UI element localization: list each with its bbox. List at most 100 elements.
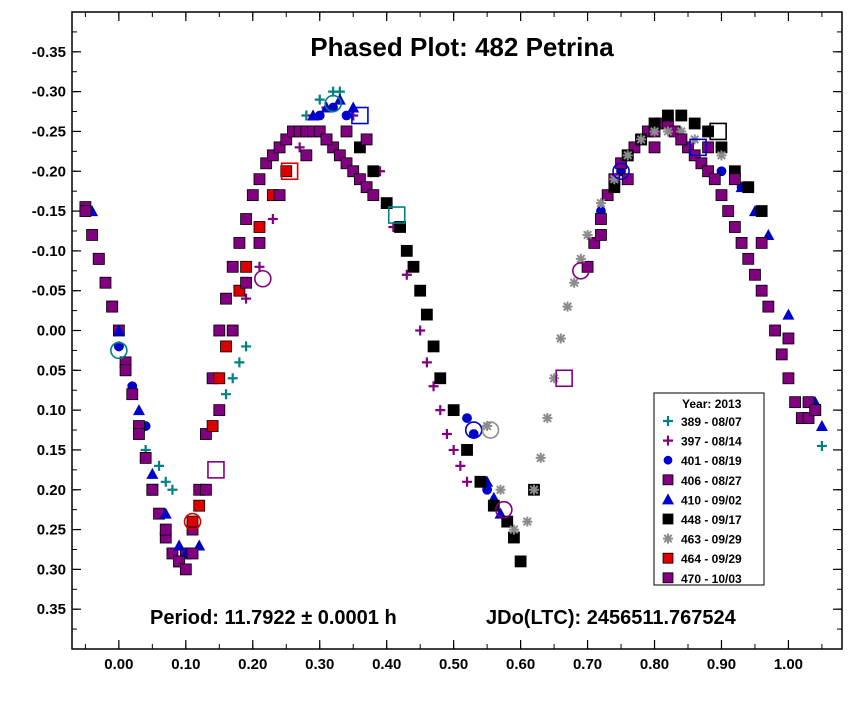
data-point — [421, 357, 432, 368]
data-point — [474, 475, 487, 488]
x-tick-label: 1.00 — [774, 656, 803, 673]
series-8 — [79, 125, 822, 576]
data-point — [300, 149, 313, 162]
legend-marker — [663, 533, 673, 544]
data-point — [253, 221, 266, 233]
data-point — [154, 460, 165, 471]
data-point — [662, 126, 673, 137]
data-point — [482, 421, 493, 432]
data-point — [227, 373, 238, 384]
data-point — [675, 133, 688, 146]
legend-label: 463 - 09/29 — [681, 533, 742, 547]
data-point — [241, 293, 252, 304]
data-point — [728, 173, 741, 186]
data-point — [380, 197, 393, 210]
data-point — [742, 181, 755, 194]
y-tick-label: -0.05 — [32, 283, 66, 300]
data-point — [92, 252, 105, 265]
data-point — [233, 284, 246, 297]
data-point — [529, 484, 539, 495]
data-point — [749, 268, 761, 281]
data-point — [119, 364, 132, 377]
x-tick-label: 0.80 — [640, 656, 669, 673]
data-point — [588, 237, 601, 249]
y-tick-label: -0.35 — [32, 44, 66, 61]
data-point — [126, 388, 139, 401]
data-point — [448, 444, 459, 455]
data-point — [79, 205, 92, 217]
data-point — [340, 125, 353, 138]
data-point — [414, 284, 427, 297]
period-annotation: Period: 11.7922 ± 0.0001 h — [150, 607, 397, 629]
data-point — [99, 276, 112, 289]
data-point — [595, 198, 606, 209]
data-point — [676, 126, 687, 137]
data-point — [307, 109, 320, 121]
y-tick-label: -0.15 — [32, 203, 66, 220]
data-point — [755, 205, 768, 217]
data-point — [514, 555, 527, 568]
data-point — [816, 440, 827, 451]
data-point — [173, 555, 186, 568]
open-circle-marker — [612, 162, 630, 181]
data-point — [327, 141, 340, 154]
data-point — [206, 420, 219, 432]
legend-marker — [662, 552, 674, 564]
data-point — [401, 269, 412, 280]
data-point — [648, 141, 661, 154]
axis-tick-labels: 0.00 0.10 0.20 0.30 0.40 0.50 0.60 0.70 0.80 0.90… — [32, 44, 803, 673]
data-point — [367, 165, 380, 178]
data-point — [742, 252, 755, 265]
y-tick-label: 0.15 — [37, 442, 66, 459]
data-point — [233, 237, 246, 249]
data-point — [762, 300, 775, 313]
data-point — [702, 141, 714, 154]
series-0 — [113, 86, 827, 495]
data-point — [167, 484, 178, 495]
data-point — [522, 516, 533, 527]
data-point — [708, 173, 721, 186]
data-point — [314, 94, 325, 105]
data-point — [636, 134, 647, 145]
data-point — [802, 412, 815, 424]
data-point — [662, 109, 674, 122]
y-tick-label: -0.10 — [32, 243, 66, 260]
data-point — [86, 229, 98, 241]
open-square-marker — [709, 122, 727, 141]
epoch-annotation: JDo(LTC): 2456511.767524 — [486, 607, 737, 629]
series-7 — [186, 165, 293, 528]
data-point — [367, 189, 380, 202]
open-square-marker — [555, 369, 573, 388]
data-point — [221, 389, 231, 400]
x-tick-label: 0.00 — [104, 656, 133, 673]
legend-marker — [662, 493, 674, 505]
data-point — [267, 214, 278, 225]
open-circle-marker — [572, 261, 590, 280]
open-square-marker — [280, 162, 299, 181]
data-point — [755, 237, 768, 249]
data-point — [106, 300, 119, 313]
series-6 — [482, 126, 727, 535]
data-point — [226, 324, 239, 337]
legend-label: 397 - 08/14 — [681, 435, 742, 449]
data-point — [809, 404, 822, 417]
x-tick-label: 0.30 — [305, 656, 334, 673]
data-point — [159, 523, 172, 536]
data-point — [294, 142, 305, 153]
legend-marker — [662, 474, 674, 486]
data-point — [782, 372, 795, 385]
data-point — [755, 284, 768, 297]
data-point — [347, 165, 360, 178]
open-circle-marker — [183, 512, 202, 531]
data-point — [802, 396, 815, 409]
data-point — [146, 483, 159, 496]
legend-marker — [663, 416, 673, 426]
legend-items: 389 - 08/07 397 - 08/14 401 - 08/19 406 - 0… — [662, 415, 742, 586]
open-circle-marker — [110, 341, 128, 360]
data-point — [254, 261, 265, 272]
data-point — [675, 109, 688, 122]
x-tick-label: 0.20 — [238, 656, 267, 673]
y-tick-label: 0.10 — [37, 402, 66, 419]
data-point — [462, 413, 472, 423]
